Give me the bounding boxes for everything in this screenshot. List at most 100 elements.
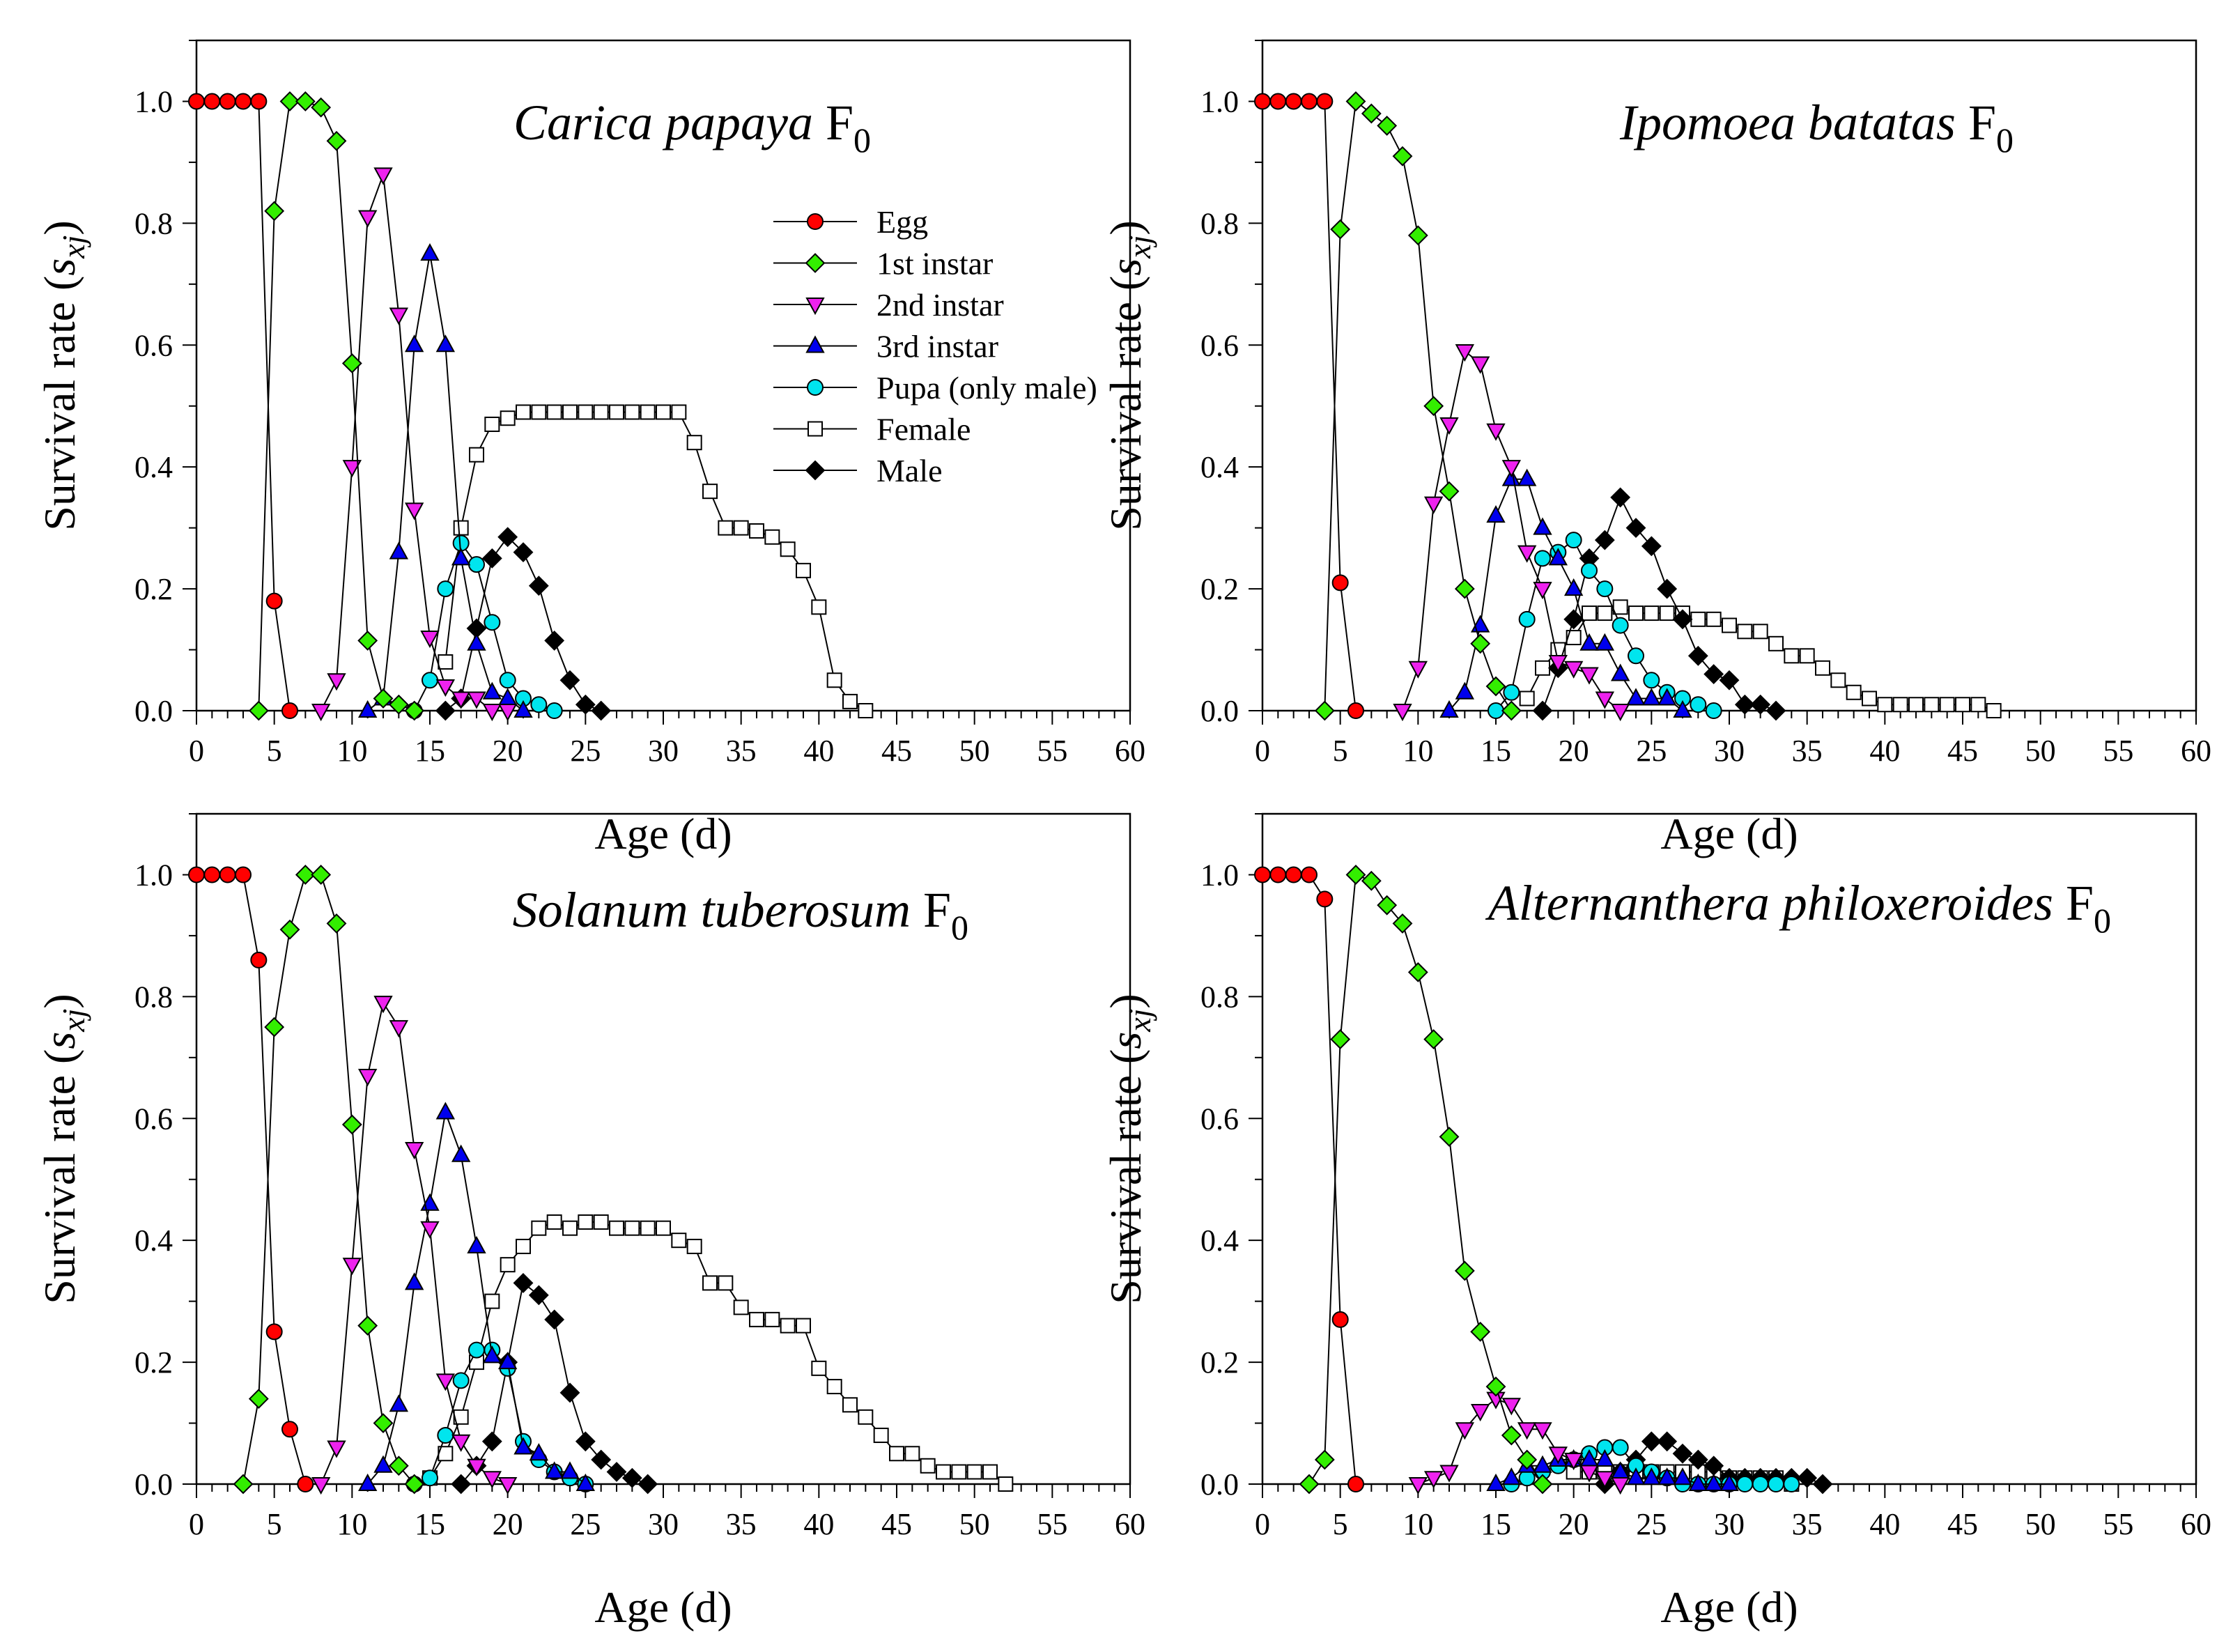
data-point-1st-instar [264, 201, 285, 222]
data-point-female [702, 484, 718, 500]
y-tick-label: 1.0 [134, 858, 173, 892]
data-point-2nd-instar [435, 679, 456, 697]
data-point-1st-instar [279, 919, 300, 940]
data-point-female [531, 404, 547, 420]
data-point-2nd-instar [467, 1458, 486, 1476]
y-tick-label: 0.6 [1200, 328, 1239, 362]
data-point-pupa-only-male [1736, 1476, 1754, 1492]
data-point-female [1752, 624, 1768, 640]
data-point-female [811, 1360, 827, 1376]
data-point-female [749, 523, 764, 539]
y-axis-title-text: Survival rate ( [35, 276, 84, 531]
x-tick-label: 40 [803, 1507, 834, 1541]
panel-title-generation: F [923, 882, 951, 938]
data-point-1st-instar [1501, 700, 1522, 721]
chart-panel-alternanthera-philoxeroides: 0 5 10 15 20 25 30 35 40 45 50 55 60 0.0 0.2 0.4 0.6 0.8 1… [1101, 812, 2211, 1632]
data-point-female [671, 1233, 687, 1249]
data-point-2nd-instar [404, 502, 424, 520]
data-point-2nd-instar [435, 1373, 456, 1391]
data-point-female [904, 1446, 920, 1462]
data-point-2nd-instar [1517, 545, 1537, 563]
y-axis-title-sub: xj [56, 236, 91, 259]
legend-marker-egg [807, 213, 824, 230]
data-point-female [453, 520, 469, 536]
data-point-1st-instar [295, 91, 316, 111]
x-tick-label: 55 [2103, 734, 2133, 768]
series-2nd-instar [1408, 1391, 1630, 1495]
series-female [438, 404, 874, 718]
x-tick-label: 0 [189, 734, 204, 768]
data-point-female [1722, 617, 1737, 633]
data-point-3rd-instar [435, 334, 456, 353]
data-point-3rd-instar [1595, 633, 1615, 651]
data-point-female [1970, 697, 1986, 713]
x-tick-label: 35 [1792, 734, 1823, 768]
data-point-2nd-instar [497, 704, 518, 722]
data-point-female [966, 1464, 982, 1480]
data-point-3rd-instar [560, 1461, 580, 1479]
data-point-1st-instar [1407, 225, 1428, 246]
data-point-1st-instar [357, 1315, 378, 1336]
data-point-3rd-instar [1657, 1467, 1677, 1485]
data-point-1st-instar [1423, 1029, 1444, 1049]
legend-item-pupa-only-male: Pupa (only male) [773, 370, 1097, 406]
data-point-female [1955, 697, 1970, 713]
data-point-egg [1254, 93, 1271, 110]
x-tick-label: 15 [415, 734, 445, 768]
data-point-female [562, 1220, 578, 1236]
data-point-female [936, 1464, 951, 1480]
data-point-pupa-only-male [530, 696, 548, 713]
panel-title: Ipomoea batatas F0 [1619, 95, 2014, 160]
chart-panel-ipomoea-batatas: 0 5 10 15 20 25 30 35 40 45 50 55 60 0.0 0.2 0.4 0.6 0.8 1… [1101, 39, 2211, 858]
data-point-pupa-only-male [546, 702, 563, 719]
data-point-1st-instar [1454, 578, 1475, 599]
data-point-male [1657, 578, 1678, 599]
data-point-1st-instar [248, 1389, 269, 1409]
x-tick-label: 15 [1481, 1507, 1511, 1541]
x-tick-label: 25 [570, 734, 601, 768]
y-tick-label: 0.8 [1200, 206, 1239, 240]
data-point-3rd-instar [357, 1473, 378, 1491]
data-point-female [920, 1458, 936, 1474]
data-point-2nd-instar [1610, 1477, 1630, 1495]
data-point-male [1734, 694, 1755, 715]
legend-label: Pupa (only male) [876, 370, 1097, 406]
data-point-1st-instar [1423, 396, 1444, 417]
data-point-1st-instar [341, 1114, 362, 1135]
y-tick-label: 0.4 [1200, 450, 1239, 484]
data-point-1st-instar [404, 1474, 425, 1495]
data-point-3rd-instar [482, 1345, 502, 1364]
data-point-male [559, 1382, 580, 1403]
x-tick-label: 10 [1403, 1507, 1433, 1541]
data-point-3rd-instar [1455, 681, 1475, 700]
y-axis-title: Survival rate (sxj) [1101, 994, 1157, 1304]
x-tick-label: 55 [1037, 734, 1067, 768]
data-point-female [1924, 697, 1940, 713]
data-point-1st-instar [1485, 1376, 1506, 1397]
data-point-egg [1254, 866, 1271, 883]
data-point-3rd-instar [1563, 578, 1584, 596]
data-point-2nd-instar [327, 1440, 346, 1458]
x-tick-label: 45 [1947, 1507, 1978, 1541]
data-point-female [1628, 605, 1644, 622]
data-point-pupa-only-male [1596, 580, 1614, 598]
data-point-2nd-instar [1533, 582, 1552, 600]
data-point-3rd-instar [451, 548, 471, 566]
data-point-egg [188, 93, 205, 110]
data-point-pupa-only-male [499, 672, 516, 689]
panel-title-generation: F [2066, 875, 2094, 931]
data-point-3rd-instar [529, 1443, 549, 1461]
data-point-male [1672, 609, 1693, 630]
legend-marker-3rd-instar [805, 335, 825, 353]
x-tick-label: 5 [1333, 1507, 1348, 1541]
data-point-3rd-instar [451, 1144, 471, 1162]
series-3rd-instar [357, 243, 533, 718]
data-point-pupa-only-male [1503, 684, 1520, 701]
legend-item-1st-instar: 1st instar [773, 246, 993, 281]
series-line-egg [196, 100, 291, 711]
data-point-2nd-instar [1563, 661, 1584, 679]
data-point-male [1641, 536, 1662, 557]
data-point-female [686, 1238, 702, 1254]
data-point-female [484, 416, 500, 432]
